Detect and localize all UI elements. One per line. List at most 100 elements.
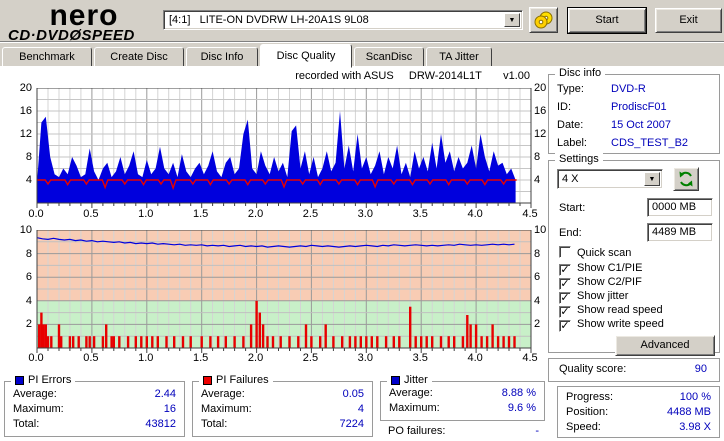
start-position-value: 0000 MB (652, 201, 697, 213)
disc-type-value: DVD-R (611, 83, 646, 95)
stat-row: Average: 2.44 (13, 388, 176, 400)
tab-scandisc[interactable]: ScanDisc (354, 47, 424, 67)
checkbox-quick-scan[interactable]: Quick scan (559, 246, 631, 259)
logo-cdspeed-text: CD·DVDØSPEED (8, 27, 135, 44)
stat-label: Maximum: (389, 402, 440, 414)
tab-create-disc[interactable]: Create Disc (94, 47, 184, 67)
disc-label-row: Label: (557, 137, 711, 149)
refresh-icon (679, 171, 693, 187)
tab-disc-quality[interactable]: Disc Quality (260, 44, 352, 68)
start-button-label: Start (595, 14, 619, 26)
stat-value: 43812 (145, 418, 176, 430)
disc-id-value: ProdiscF01 (611, 101, 667, 113)
start-position-field[interactable]: 0000 MB (647, 198, 713, 217)
disc-type-label: Type: (557, 83, 584, 95)
exit-button-label: Exit (679, 14, 698, 26)
stat-value: 8.88 % (501, 387, 536, 399)
stat-value: 7224 (339, 418, 364, 430)
jitter-swatch (391, 375, 400, 385)
disc-id-label: ID: (557, 101, 572, 113)
checkbox-label: Show C2/PIF (577, 276, 642, 288)
checkbox-show-write-speed[interactable]: ✓ Show write speed (559, 318, 664, 332)
disc-label-label: Label: (557, 137, 587, 149)
stat-label: Total: (13, 418, 40, 430)
disc-date-row: Date: (557, 119, 711, 131)
advanced-button-label: Advanced (640, 339, 690, 351)
advanced-button[interactable]: Advanced (615, 335, 715, 356)
stat-value: 16 (163, 403, 176, 415)
end-position-field[interactable]: 4489 MB (647, 223, 713, 242)
checkbox-box[interactable]: ✓ (559, 264, 571, 276)
quality-score-label: Quality score: (559, 363, 627, 375)
stat-label: Maximum: (13, 403, 64, 415)
progress-row: Progress: 100 % (566, 391, 711, 403)
jitter-pif-chart (36, 229, 532, 358)
refresh-button[interactable] (673, 167, 699, 191)
stat-row: Total: 7224 (201, 418, 364, 430)
checkbox-box[interactable]: ✓ (559, 306, 571, 318)
checkbox-label: Show read speed (577, 304, 663, 316)
tab-disc-info[interactable]: Disc Info (186, 47, 258, 67)
pi-errors-swatch (15, 375, 24, 385)
pi-errors-legend: PI Errors (11, 374, 76, 386)
stat-row: Maximum: 16 (13, 403, 176, 415)
drive-select[interactable]: [4:1] LITE-ON DVDRW LH-20A1S 9L08 ▼ (163, 10, 523, 30)
stat-row: Maximum: 4 (201, 403, 364, 415)
tab-benchmark[interactable]: Benchmark (2, 47, 92, 67)
speed-select[interactable]: 4 X ▼ (557, 169, 663, 189)
stat-row: Maximum: 9.6 % (389, 402, 536, 414)
pi-errors-stats-box: PI Errors Average: 2.44 Maximum: 16 Total:… (4, 374, 185, 437)
position-value: 4488 MB (666, 406, 711, 418)
chevron-down-icon[interactable]: ▼ (644, 172, 660, 186)
pi-failures-swatch (203, 375, 212, 385)
disc-label-value: CDS_TEST_B2 (611, 137, 689, 149)
checkbox-box[interactable]: ✓ (559, 292, 571, 304)
checkbox-box[interactable]: ✓ (559, 278, 571, 290)
quality-score-box: Quality score: 90 (548, 358, 720, 382)
jitter-title: Jitter (404, 374, 428, 386)
start-position-label: Start: (559, 202, 586, 214)
app-logo: nero CD·DVDØSPEED (8, 0, 160, 44)
stat-row: Total: 43812 (13, 418, 176, 430)
drive-select-value: [4:1] LITE-ON DVDRW LH-20A1S 9L08 (169, 14, 369, 26)
po-failures-label: PO failures: (388, 425, 446, 437)
stat-value: 4 (357, 403, 364, 415)
pi-errors-title: PI Errors (28, 374, 72, 386)
tab-ta-jitter[interactable]: TA Jitter (426, 47, 492, 67)
position-row: Position: 4488 MB (566, 406, 711, 418)
checkbox-show-read-speed[interactable]: ✓ Show read speed (559, 304, 663, 318)
discs-icon (534, 11, 552, 29)
pi-failures-title: PI Failures (216, 374, 269, 386)
chevron-down-icon[interactable]: ▼ (504, 13, 520, 27)
checkbox-box[interactable] (559, 246, 571, 258)
stat-label: Average: (201, 388, 245, 400)
checkbox-show-jitter[interactable]: ✓ Show jitter (559, 290, 628, 304)
speed-label: Speed: (566, 421, 601, 433)
stat-value: 0.05 (342, 388, 364, 400)
toolbar-divider (0, 41, 724, 43)
progress-box: Progress: 100 % Position: 4488 MB Speed: 3.… (557, 386, 720, 438)
start-button[interactable]: Start (567, 7, 647, 34)
disc-date-value: 15 Oct 2007 (611, 119, 671, 131)
speed-select-value: 4 X (562, 173, 579, 185)
checkbox-show-c2-pif[interactable]: ✓ Show C2/PIF (559, 276, 642, 290)
disc-date-label: Date: (557, 119, 584, 131)
checkbox-box[interactable]: ✓ (559, 320, 571, 332)
pi-failures-legend: PI Failures (199, 374, 273, 386)
po-failures-row: PO failures: - (388, 425, 539, 437)
eject-disc-button[interactable] (529, 7, 558, 33)
stat-label: Average: (13, 388, 57, 400)
checkbox-label: Show write speed (577, 318, 664, 330)
checkbox-show-c1-pie[interactable]: ✓ Show C1/PIE (559, 262, 642, 276)
speed-row: Speed: 3.98 X (566, 421, 711, 433)
end-position-value: 4489 MB (652, 226, 697, 238)
logo-nero-text: nero (49, 0, 119, 32)
stat-value: 9.6 % (507, 402, 536, 414)
disc-id-row: ID: (557, 101, 711, 113)
stat-label: Total: (201, 418, 228, 430)
settings-group: Settings 4 X ▼ Start: 0000 MB End: 4489 … (548, 153, 720, 356)
pi-errors-chart (36, 87, 532, 213)
end-position-label: End: (559, 227, 582, 239)
exit-button[interactable]: Exit (655, 8, 722, 33)
speed-value: 3.98 X (679, 421, 711, 433)
